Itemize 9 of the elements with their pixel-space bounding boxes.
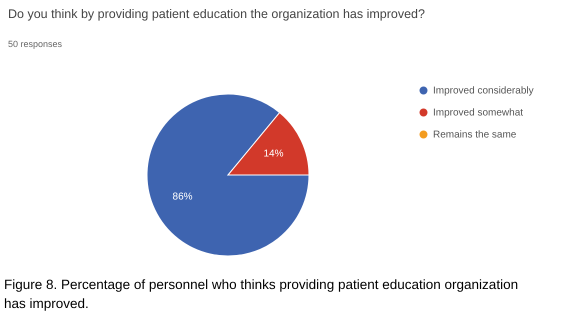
legend-label: Improved somewhat — [433, 108, 524, 118]
legend-label: Remains the same — [433, 130, 517, 140]
data-label: 86% — [172, 191, 193, 202]
data-label: 14% — [263, 148, 284, 160]
text: 50 responses — [8, 39, 63, 49]
pie-slice — [146, 94, 310, 256]
chart-title: Do you think by providing patient education the organization has improved? — [8, 7, 425, 21]
caption: Figure 8. Percentage of personnel who thinks providing patient education organization has improved. — [4, 277, 518, 311]
legend-label: Improved considerably — [433, 86, 534, 96]
